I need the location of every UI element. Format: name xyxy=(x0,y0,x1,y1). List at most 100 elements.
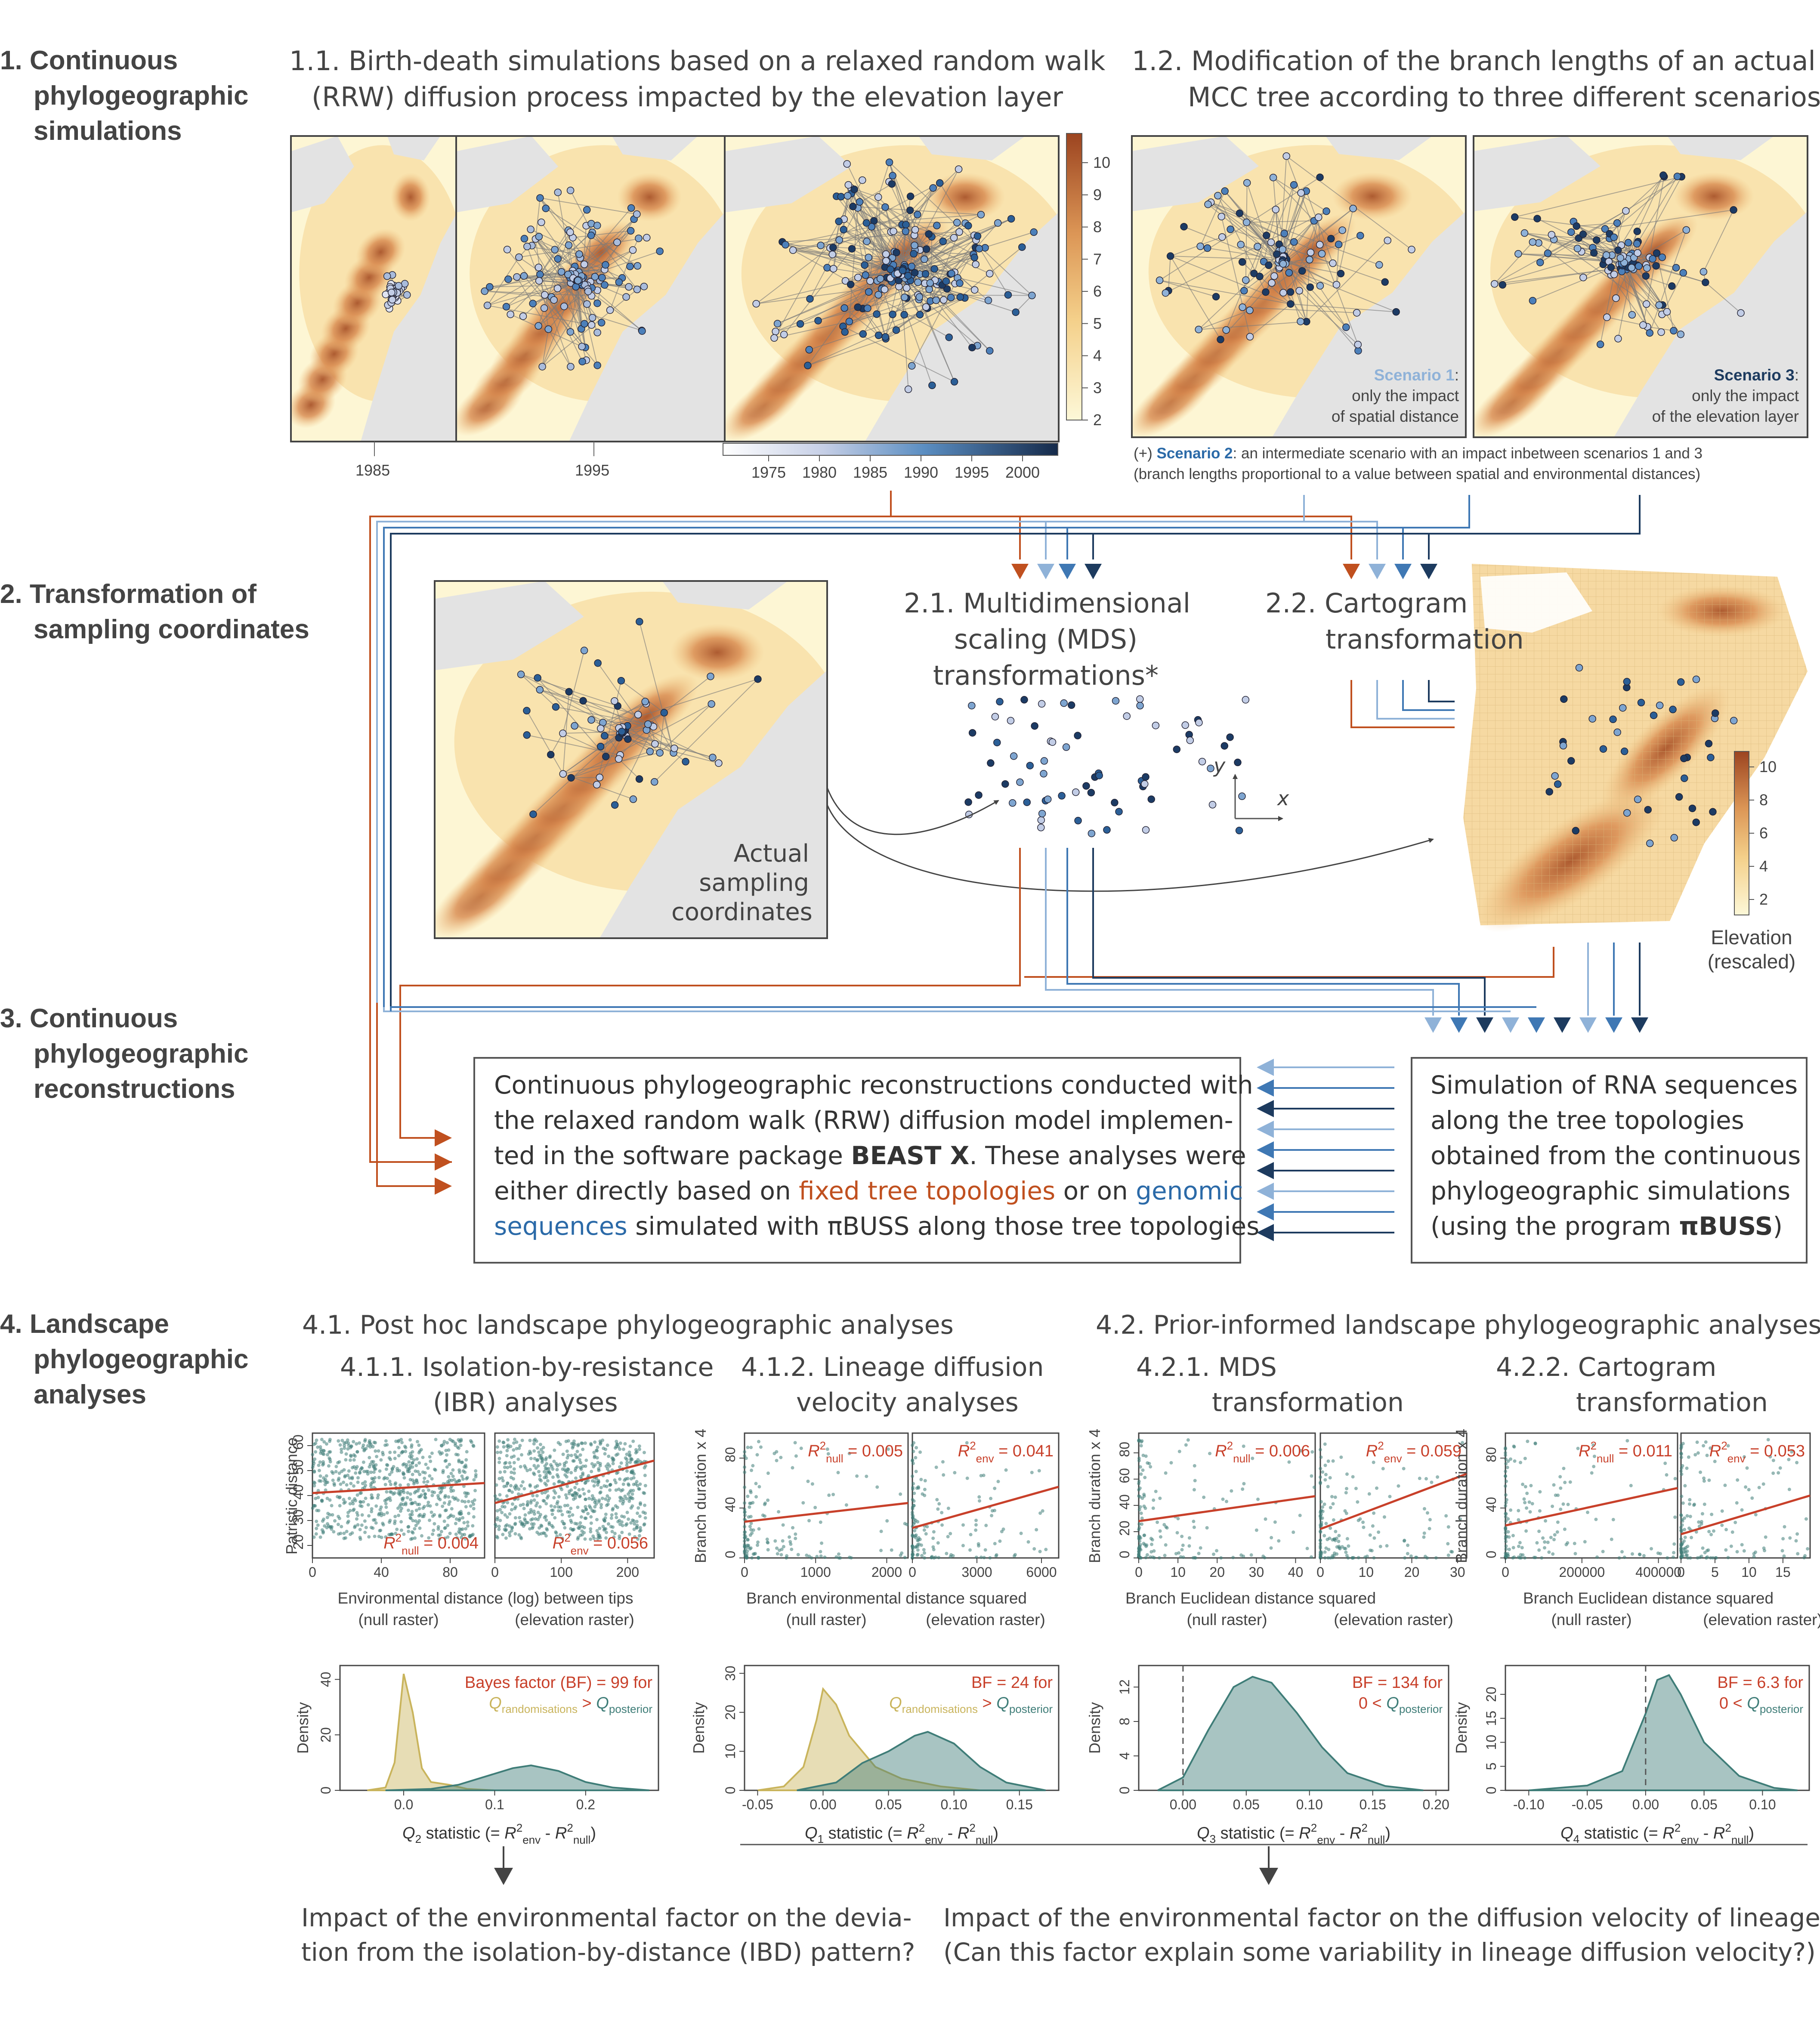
ocean-region xyxy=(361,212,457,442)
time-tick-label: 1975 xyxy=(751,464,786,481)
scatter-point xyxy=(342,1480,346,1484)
scatter-point xyxy=(532,1449,536,1453)
q-posterior-sub: posterior xyxy=(1399,1703,1443,1715)
scatter-point xyxy=(1787,1458,1791,1462)
tree-node xyxy=(1652,262,1660,270)
scatter-point xyxy=(1137,1535,1141,1539)
scatter-point xyxy=(411,1450,414,1454)
scatter-point xyxy=(526,1520,530,1524)
scatter-point xyxy=(554,1530,558,1534)
q-randomisations: Q xyxy=(889,1694,902,1712)
scatter-point xyxy=(1745,1466,1749,1470)
scatter-point xyxy=(1559,1507,1563,1511)
tree-node xyxy=(1679,269,1687,277)
scatter-point xyxy=(614,1488,618,1492)
scatter-point xyxy=(377,1449,380,1453)
scatter-point xyxy=(599,1505,603,1509)
tree-node xyxy=(715,759,723,767)
scatter-point xyxy=(1187,1544,1191,1548)
scatter-point xyxy=(912,1499,916,1503)
scatter-point xyxy=(442,1440,446,1443)
scatter-point xyxy=(1312,1485,1316,1489)
scatter-point xyxy=(1620,1550,1624,1554)
lake-region xyxy=(612,136,698,161)
scatter-point xyxy=(616,1452,620,1456)
tree-node xyxy=(611,697,618,705)
mds-point xyxy=(1058,792,1066,800)
r2-sup: 2 xyxy=(1721,1439,1727,1452)
scatter-point xyxy=(1329,1505,1332,1509)
tree-node xyxy=(1240,287,1248,295)
scatter-point xyxy=(1174,1552,1178,1556)
minus-sign: - xyxy=(1335,1824,1350,1842)
elevation-legend-line1: Elevation xyxy=(1711,926,1792,949)
y-tick-label: 40 xyxy=(723,1497,738,1512)
scatter-point xyxy=(1422,1531,1426,1535)
scatter-point xyxy=(599,1486,603,1490)
scatter-point xyxy=(593,1440,597,1444)
scatter-point xyxy=(574,1476,578,1480)
scatter-point xyxy=(408,1516,412,1520)
scatter-point xyxy=(461,1477,465,1481)
scatter-point xyxy=(743,1533,747,1537)
scatter-point xyxy=(759,1445,763,1449)
step1-line3: simulations xyxy=(34,116,182,146)
tree-node xyxy=(564,271,572,278)
scatter-point xyxy=(517,1533,521,1537)
scatter-point xyxy=(503,1465,507,1469)
scatter-point xyxy=(974,1528,978,1532)
scatter-point xyxy=(462,1521,466,1525)
mds-axis-y-label: y xyxy=(1214,754,1226,777)
tree-node xyxy=(1267,238,1275,246)
scatter-point xyxy=(324,1474,328,1478)
scatter-point xyxy=(613,1446,617,1450)
scatter-point xyxy=(1375,1486,1378,1490)
section-2-2-line1: 2.2. Cartogram xyxy=(1265,587,1468,619)
density-frame xyxy=(1138,1665,1449,1791)
scatter-point xyxy=(370,1477,374,1480)
arrowhead-mds-mid xyxy=(1059,564,1076,579)
tree-branch xyxy=(832,254,866,276)
scatter-point xyxy=(935,1498,939,1502)
tree-branch xyxy=(1577,248,1618,251)
scatter-point xyxy=(528,1527,532,1531)
scatter-point xyxy=(813,1505,817,1509)
trend-line xyxy=(1320,1473,1467,1530)
scatter-point xyxy=(1138,1539,1142,1543)
tree-node xyxy=(908,362,916,370)
tree-node xyxy=(864,304,871,312)
scatter-point xyxy=(1517,1545,1520,1548)
scatter-point xyxy=(1527,1500,1531,1504)
scatter-point xyxy=(1526,1440,1530,1443)
scatter-point xyxy=(806,1480,810,1483)
q-statistic-text: statistic (= xyxy=(1579,1824,1662,1842)
tree-node xyxy=(986,270,994,278)
elevation-tick-label: 4 xyxy=(1093,347,1102,365)
scatter-point xyxy=(979,1555,983,1559)
scatter-point xyxy=(1305,1547,1309,1551)
scatter-point xyxy=(571,1513,575,1517)
cartogram-point xyxy=(1560,695,1568,703)
scatter-point xyxy=(503,1513,507,1517)
tree-node xyxy=(1529,297,1537,305)
scatter-point xyxy=(1177,1449,1181,1453)
q-posterior-sub: posterior xyxy=(1760,1703,1803,1715)
scatter-point xyxy=(788,1535,791,1539)
scatter-point xyxy=(1319,1542,1323,1545)
scatter-point xyxy=(781,1539,785,1543)
scatter-point xyxy=(346,1438,349,1442)
scatter-point xyxy=(1319,1530,1323,1534)
scatter-point xyxy=(522,1524,525,1528)
elevation-legend-tick-label: 4 xyxy=(1759,857,1768,875)
scatter-point xyxy=(321,1519,324,1523)
scatter-point xyxy=(519,1503,522,1507)
step4-line1: 4. Landscape xyxy=(0,1309,169,1339)
scatter-point xyxy=(766,1541,770,1545)
scatter-point xyxy=(977,1495,981,1499)
scatter-point xyxy=(911,1513,915,1517)
scatter-point xyxy=(1555,1530,1559,1534)
scatter-point xyxy=(326,1511,330,1515)
tree-node xyxy=(596,742,605,751)
y-tick-label: 40 xyxy=(290,1484,306,1500)
